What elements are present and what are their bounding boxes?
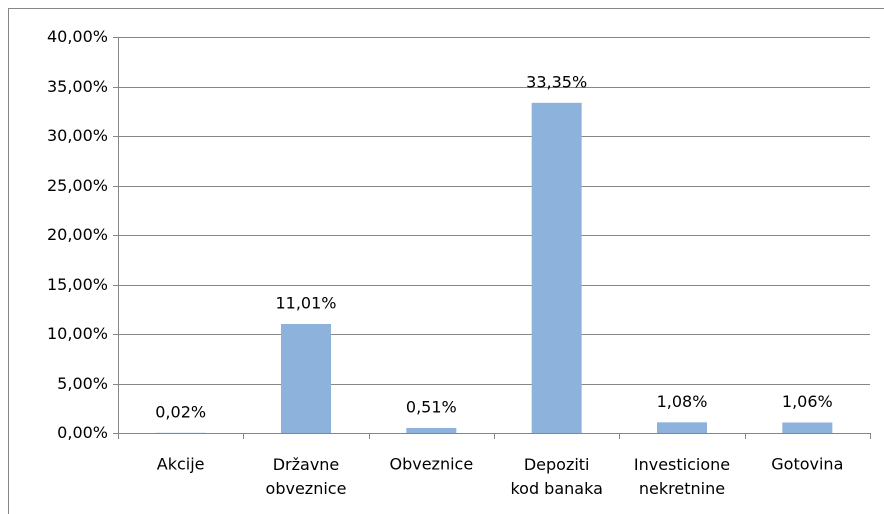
y-tick-label: 30,00%: [47, 126, 108, 145]
y-tick-label: 20,00%: [47, 225, 108, 244]
x-tick-label: Depoziti kod banaka: [510, 455, 602, 498]
x-tick-label: Investicione nekretnine: [634, 455, 730, 498]
data-label: 1,06%: [782, 392, 833, 411]
data-label: 11,01%: [275, 294, 336, 313]
y-tick-label: 35,00%: [47, 77, 108, 96]
y-tick-label: 40,00%: [47, 27, 108, 46]
bar: [531, 102, 582, 434]
x-tick-label: Obveznice: [389, 455, 473, 474]
data-label: 0,51%: [406, 397, 457, 416]
data-label: 1,08%: [657, 392, 708, 411]
x-tick-label: Akcije: [157, 455, 205, 474]
y-tick-label: 15,00%: [47, 275, 108, 294]
y-tick-label: 25,00%: [47, 176, 108, 195]
bar: [782, 422, 833, 433]
y-tick-label: 0,00%: [57, 423, 108, 442]
y-tick-label: 5,00%: [57, 374, 108, 393]
y-tick-label: 10,00%: [47, 324, 108, 343]
data-label: 33,35%: [526, 72, 587, 91]
x-tick-label: Gotovina: [771, 455, 843, 474]
bar: [657, 422, 707, 433]
data-label: 0,02%: [155, 402, 206, 421]
x-tick-label: Državne obveznice: [266, 455, 347, 498]
bar: [406, 427, 457, 433]
bar: [281, 324, 331, 433]
